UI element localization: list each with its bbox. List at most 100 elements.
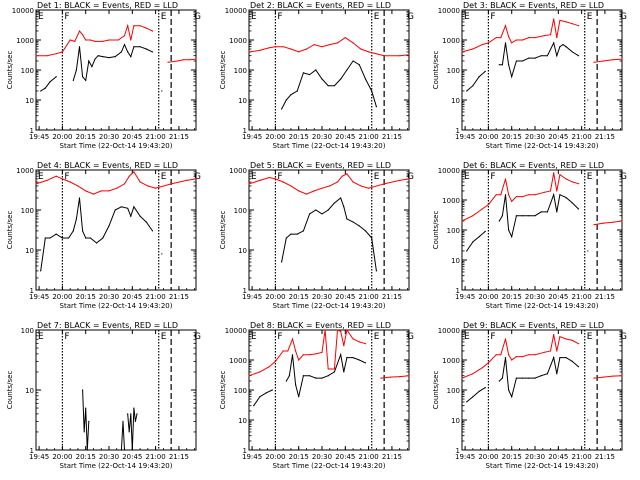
data-point	[102, 40, 104, 43]
data-point	[540, 55, 542, 57]
data-point	[139, 46, 141, 48]
data-point	[612, 59, 614, 61]
data-point	[89, 39, 91, 41]
x-tick-label: 21:00	[359, 453, 379, 461]
data-point	[170, 183, 172, 185]
y-tick-label: 100	[234, 67, 247, 75]
y-tick-label: 1	[30, 447, 34, 455]
data-point	[78, 197, 81, 199]
attenuator-marker: E	[38, 12, 44, 22]
data-point	[481, 44, 483, 46]
data-point	[108, 57, 110, 59]
data-point	[86, 449, 88, 451]
y-tick-label: 1000	[442, 37, 460, 45]
x-tick-label: 20:30	[525, 293, 545, 301]
data-point	[189, 59, 191, 61]
data-point	[127, 207, 129, 209]
data-point	[85, 190, 87, 192]
x-tick-label: 19:45	[29, 293, 49, 301]
y-tick-label: 1	[456, 127, 460, 135]
data-point	[528, 57, 530, 59]
data-point	[298, 51, 300, 53]
data-point	[259, 179, 261, 181]
data-point	[577, 208, 580, 210]
y-axis-label: Counts/sec	[219, 371, 227, 410]
data-point	[176, 60, 178, 62]
data-point	[621, 58, 623, 60]
y-tick-label: 1	[30, 127, 34, 135]
data-point	[383, 183, 385, 185]
data-point	[472, 373, 474, 375]
data-point	[380, 377, 382, 379]
data-point	[321, 377, 323, 379]
data-point	[374, 419, 376, 421]
data-point	[515, 356, 518, 358]
data-point	[120, 51, 122, 53]
data-point	[195, 178, 197, 180]
attenuator-marker: E	[251, 172, 257, 182]
y-axis-label: Counts/sec	[6, 211, 14, 250]
data-point	[309, 375, 311, 377]
data-point	[313, 190, 315, 192]
data-point	[97, 55, 99, 57]
attenuator-marker: G	[194, 12, 201, 22]
data-point	[296, 233, 298, 235]
data-point	[358, 225, 360, 227]
data-point	[329, 44, 331, 46]
panel-title: Det 1: BLACK = Events, RED = LLD	[37, 1, 178, 10]
data-point	[346, 69, 348, 71]
data-point	[83, 431, 85, 433]
data-point	[508, 194, 510, 196]
data-point	[305, 193, 308, 195]
data-point	[55, 175, 57, 177]
data-point	[534, 194, 536, 196]
data-point	[352, 357, 354, 359]
data-point	[461, 377, 463, 379]
attenuator-marker: G	[620, 172, 627, 182]
data-point	[528, 37, 530, 39]
data-point	[49, 237, 51, 239]
data-point	[515, 60, 518, 62]
data-point	[128, 431, 130, 433]
x-tick-label: 19:45	[242, 133, 262, 141]
attenuator-marker: F	[64, 172, 69, 182]
data-point	[487, 204, 489, 206]
y-tick-label: 1000	[229, 357, 247, 365]
data-point	[553, 42, 555, 44]
x-tick-label: 20:45	[122, 293, 142, 301]
data-point	[399, 55, 401, 57]
data-point	[330, 368, 332, 370]
y-tick-label: 1	[243, 447, 247, 455]
data-point	[511, 359, 513, 361]
data-point	[571, 51, 573, 53]
y-tick-label: 1000	[16, 37, 34, 45]
data-point	[145, 221, 147, 223]
data-point	[546, 373, 549, 375]
data-point	[298, 190, 300, 192]
data-point	[352, 181, 354, 183]
y-tick-label: 10000	[438, 167, 460, 175]
data-point	[295, 384, 297, 386]
data-point	[309, 74, 311, 76]
y-tick-label: 100	[447, 387, 460, 395]
data-point	[313, 44, 315, 46]
y-tick-label: 100	[234, 207, 247, 215]
data-point	[291, 354, 294, 356]
data-point	[130, 56, 132, 58]
data-point	[534, 354, 536, 356]
data-point	[559, 174, 561, 176]
x-tick-label: 20:45	[548, 133, 568, 141]
data-point	[324, 329, 326, 331]
x-tick-label: 20:15	[502, 453, 522, 461]
data-point	[543, 35, 545, 37]
plot-frame	[461, 329, 623, 451]
attenuator-marker: G	[620, 12, 627, 22]
x-tick-label: 20:45	[335, 133, 355, 141]
data-point	[123, 35, 126, 37]
x-tick-label: 21:15	[169, 293, 189, 301]
x-tick-label: 20:15	[502, 293, 522, 301]
data-point	[268, 366, 270, 368]
data-point	[130, 215, 132, 217]
